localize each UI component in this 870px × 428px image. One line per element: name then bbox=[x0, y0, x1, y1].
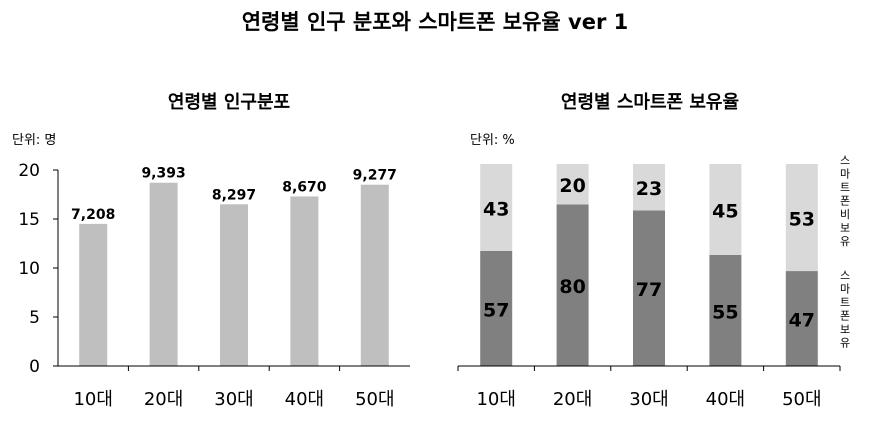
smartphone-x-category: 30대 bbox=[629, 389, 668, 410]
smartphone-not-owned-bar bbox=[709, 164, 742, 255]
smartphone-not-owned-label: 20 bbox=[559, 175, 585, 197]
smartphone-owned-label: 47 bbox=[789, 310, 815, 332]
smartphone-chart-title: 연령별 스마트폰 보유율 bbox=[561, 92, 739, 113]
population-data-label: 8,670 bbox=[282, 179, 327, 195]
smartphone-x-category: 10대 bbox=[476, 389, 515, 410]
population-data-label: 7,208 bbox=[71, 207, 115, 223]
population-bar bbox=[360, 184, 389, 366]
smartphone-owned-label: 77 bbox=[636, 279, 662, 301]
smartphone-not-owned-bar bbox=[785, 164, 818, 272]
main-title: 연령별 인구 분포와 스마트폰 보유율 ver 1 bbox=[241, 10, 629, 34]
smartphone-owned-bar bbox=[480, 250, 513, 366]
smartphone-unit-label: 단위: % bbox=[470, 133, 515, 148]
population-chart: 연령별 인구분포 단위: 명 0 5 10 15 20 7,208 9,393 8,297 8… bbox=[12, 92, 410, 410]
population-data-label: 8,297 bbox=[212, 187, 256, 203]
smartphone-owned-label: 57 bbox=[483, 299, 509, 321]
population-y-tick-label: 0 bbox=[29, 357, 40, 377]
population-data-labels: 7,208 9,393 8,297 8,670 9,277 bbox=[71, 166, 397, 223]
population-data-label: 9,393 bbox=[141, 166, 185, 182]
smartphone-x-categories: 10대 20대 30대 40대 50대 bbox=[457, 366, 841, 410]
smartphone-stacked-bars bbox=[480, 164, 818, 366]
smartphone-not-owned-label: 43 bbox=[483, 198, 509, 220]
population-y-tick-label: 20 bbox=[18, 161, 40, 181]
population-bar bbox=[79, 223, 108, 366]
population-bar bbox=[220, 204, 248, 366]
smartphone-owned-label: 80 bbox=[559, 276, 585, 298]
smartphone-not-owned-label: 53 bbox=[789, 209, 815, 231]
population-data-label: 9,277 bbox=[353, 168, 397, 184]
smartphone-x-category: 20대 bbox=[553, 389, 592, 410]
smartphone-owned-bar bbox=[785, 271, 818, 366]
population-x-category: 30대 bbox=[214, 389, 253, 410]
population-x-category: 40대 bbox=[285, 389, 324, 410]
population-bar bbox=[149, 182, 178, 366]
smartphone-not-owned-bar bbox=[480, 164, 513, 251]
smartphone-not-owned-bar bbox=[633, 164, 665, 211]
smartphone-owned-bar bbox=[709, 254, 742, 366]
population-y-tick-label: 5 bbox=[29, 308, 40, 328]
population-chart-title: 연령별 인구분포 bbox=[168, 92, 290, 113]
population-unit-label: 단위: 명 bbox=[12, 133, 56, 148]
smartphone-owned-bar bbox=[633, 210, 665, 366]
population-y-tick-label: 15 bbox=[18, 210, 40, 230]
smartphone-owned-bar bbox=[556, 204, 589, 366]
smartphone-data-labels: 57 43 80 20 77 23 55 45 47 53 bbox=[483, 175, 815, 331]
smartphone-owned-label: 55 bbox=[712, 301, 738, 323]
population-y-tick-label: 10 bbox=[18, 259, 40, 279]
population-x-categories: 10대 20대 30대 40대 50대 bbox=[73, 366, 395, 410]
population-x-category: 10대 bbox=[73, 389, 112, 410]
smartphone-x-category: 50대 bbox=[782, 389, 821, 410]
population-y-ticks: 0 5 10 15 20 bbox=[18, 161, 58, 377]
smartphone-not-owned-bar bbox=[556, 164, 589, 205]
population-bar bbox=[290, 196, 319, 366]
population-x-category: 50대 bbox=[355, 389, 394, 410]
population-bars bbox=[79, 182, 389, 366]
population-x-category: 20대 bbox=[144, 389, 183, 410]
smartphone-legend: 스 마 트 폰 비 보 유스 마 트 폰 보 유 bbox=[840, 154, 850, 350]
smartphone-x-category: 40대 bbox=[706, 389, 745, 410]
smartphone-chart: 연령별 스마트폰 보유율 단위: % 57438020772355454753 … bbox=[457, 92, 850, 410]
smartphone-not-owned-label: 45 bbox=[712, 200, 738, 222]
smartphone-not-owned-label: 23 bbox=[636, 178, 662, 200]
